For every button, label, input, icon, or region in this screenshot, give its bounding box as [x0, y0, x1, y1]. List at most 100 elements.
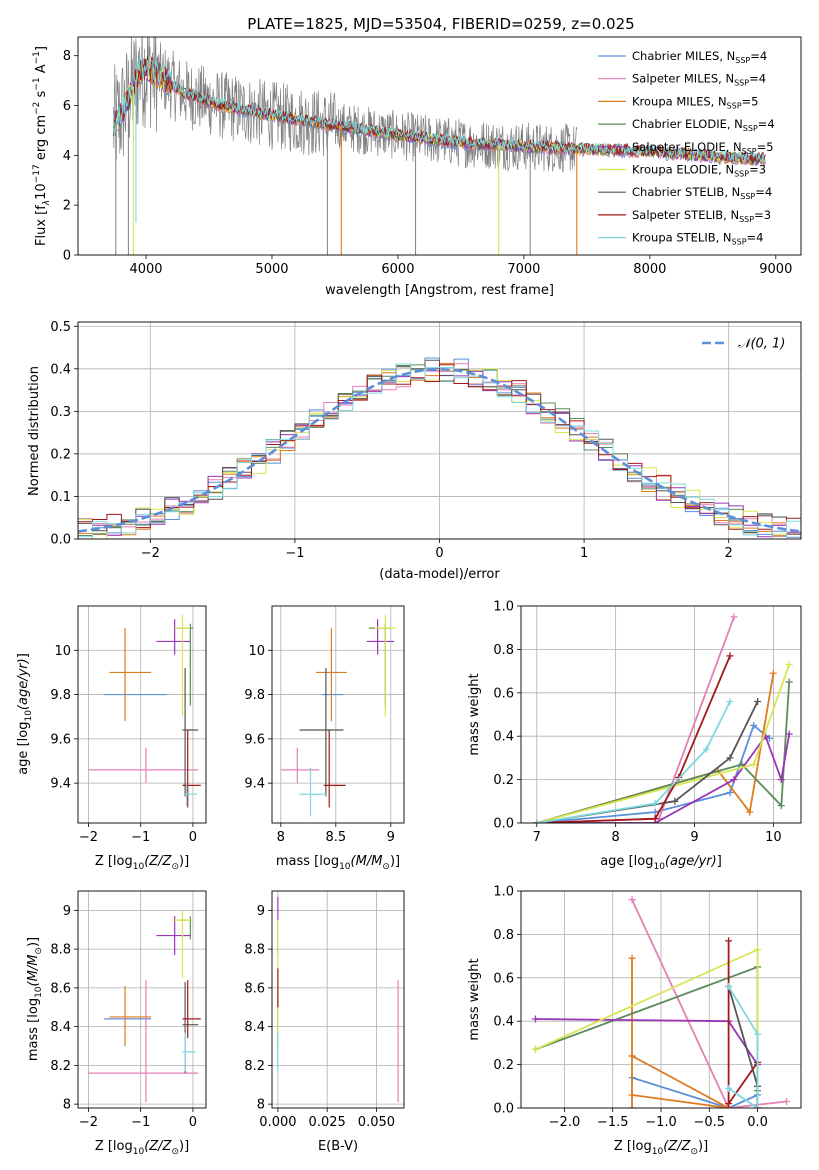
xlabel-sub: 10	[339, 862, 351, 872]
axis-xlabel: Z [log10(Z/Z⊙)]	[614, 1139, 708, 1157]
weight_vs_age-xtick-label: 9	[690, 830, 698, 845]
residuals-xtick-label: 2	[725, 546, 733, 561]
spectrum-lines	[112, 37, 766, 255]
spectrum-ylabel: Flux [fλ10−17 erg cm−2 s−1 A−1]	[32, 46, 52, 246]
age_vs_Z-xtick-label: −2	[79, 830, 98, 845]
legend-nssp: =3	[749, 163, 766, 177]
spectrum-axes-frame	[77, 36, 802, 256]
weight_vs_Z-point-marker	[628, 954, 636, 962]
weight_vs_age-point-marker	[777, 802, 785, 810]
xlabel-sub: 10	[652, 1147, 664, 1157]
weight_vs_Z-xtick-label: 0.0	[747, 1115, 768, 1130]
weight_vs_age-point-marker	[785, 678, 793, 686]
weight_vs_age-point-marker	[730, 613, 738, 621]
age_vs_mass-axes-frame	[271, 605, 405, 824]
weight_vs_age-ytick-label: 0.0	[493, 817, 514, 832]
weight_vs_age-xtick-label: 8	[612, 830, 620, 845]
legend-entry: Chabrier STELIB, NSSP=4	[632, 185, 772, 201]
weight_vs_Z-series-line	[631, 899, 787, 1108]
axis-xlabel: Z [log10(Z/Z⊙)]	[95, 1139, 189, 1157]
spectrum-ylabel-part: erg cm	[34, 115, 49, 164]
weight_vs_Z-point-marker	[754, 946, 762, 954]
xlabel-part: Z [log	[95, 854, 133, 869]
legend-name: Chabrier MILES, N	[632, 49, 735, 63]
spectrum-ylabel-part: ]	[34, 46, 49, 51]
weight_vs_age-point-marker	[769, 669, 777, 677]
legend-sub: SSP	[727, 101, 742, 110]
weight-age-xlabel-part: age [log	[600, 854, 653, 869]
spectrum-ylabel-part: 10	[34, 183, 49, 200]
residuals-hist-line	[78, 364, 801, 539]
legend-sub: SSP	[742, 147, 757, 156]
weight_vs_Z-point-marker	[754, 1030, 762, 1038]
axis-xlabel: Z [log10(Z/Z⊙)]	[95, 854, 189, 872]
spectrum-xlabel: wavelength [Angstrom, rest frame]	[325, 283, 554, 298]
legend-nssp: =5	[757, 140, 774, 154]
weight_vs_age-point-marker	[726, 652, 734, 660]
age-ylabel-part: ]	[16, 653, 31, 658]
weight_vs_Z-ytick-label: 1.0	[493, 885, 514, 900]
xlabel-sub: 10	[133, 862, 145, 872]
mass-ylabel-part: (M/M	[26, 955, 41, 987]
weight_vs_Z-xtick-label: −1.5	[597, 1115, 629, 1130]
age_vs_mass-xtick-label: 8.5	[325, 830, 346, 845]
legend-name: Salpeter ELODIE, N	[632, 140, 742, 154]
legend-entry: Kroupa STELIB, NSSP=4	[632, 231, 763, 247]
weight_vs_Z-series-line	[535, 965, 759, 1091]
weight_vs_Z-plot: −2.0 −1.5 −1.0 −0.5 0.0 0.0 0.2 0.4 0.6 0.8 1.0 Z […	[467, 885, 802, 1157]
spectrum-xtick-label: 6000	[381, 262, 414, 277]
xlabel-sub: 10	[133, 1147, 145, 1157]
weight_vs_Z-series-line	[631, 958, 730, 1108]
weight_vs_Z-point-marker	[725, 982, 733, 990]
xlabel-sun: ⊙	[171, 1147, 179, 1157]
residuals-ytick-label: 0.2	[50, 447, 71, 462]
age_vs_Z-points	[88, 614, 201, 808]
weight_vs_Z-series-line	[727, 940, 759, 1108]
spectrum-ylabel-part: s	[34, 90, 49, 101]
weight_vs_Z-point-marker	[783, 1097, 791, 1105]
weight_vs_age-point-marker	[651, 815, 659, 823]
mass_vs_Z-ytick-label: 8.4	[50, 1020, 71, 1035]
spectrum-ylabel-part: −1	[32, 51, 42, 64]
weight_vs_Z-series-line	[535, 948, 759, 1108]
xlabel-sun: ⊙	[382, 862, 390, 872]
legend-nssp: =4	[749, 72, 766, 86]
xlabel-part: )]	[390, 854, 400, 869]
age_vs_mass-points	[280, 614, 397, 817]
legend-nssp: =5	[742, 94, 759, 108]
weight_vs_Z-lines	[531, 896, 791, 1108]
residuals-hist-line	[78, 363, 801, 539]
legend-name: Kroupa MILES, N	[632, 94, 727, 108]
age_vs_mass-ytick-label: 10	[248, 644, 265, 659]
legend-name: Kroupa STELIB, N	[632, 231, 732, 245]
weight_vs_Z-point-marker	[628, 1104, 636, 1108]
legend-sub: SSP	[735, 56, 750, 65]
weight_vs_Z-xtick-label: −1.0	[645, 1115, 677, 1130]
spectrum-ytick-label: 6	[63, 99, 71, 114]
weight-age-xlabel-part: (age/yr)	[665, 854, 717, 869]
mass_vs_ebv-ytick-label: 9	[257, 904, 265, 919]
age_vs_Z-xtick-label: −1	[131, 830, 150, 845]
mass_vs_Z-axes-frame	[77, 890, 207, 1109]
xlabel-part: mass [log	[276, 854, 339, 869]
age_vs_Z-ytick-label: 10	[54, 644, 71, 659]
weight_vs_Z-ylabel: mass weight	[467, 958, 482, 1040]
xlabel-part: (M/M	[351, 854, 383, 869]
mass_vs_ebv-points	[277, 896, 399, 1103]
age_vs_mass-xtick-label: 9	[387, 830, 395, 845]
weight_vs_age-point-marker	[726, 754, 734, 762]
age_vs_Z-axes-frame	[77, 605, 207, 824]
age_vs_Z-ytick-label: 9.6	[50, 732, 71, 747]
xlabel-sun: ⊙	[171, 862, 179, 872]
weight_vs_age-series-line	[536, 616, 735, 823]
mass_vs_ebv-xtick-label: 0.025	[309, 1115, 346, 1130]
mass_vs_Z-plot: −2 −1 088.28.48.68.89Z [log10(Z/Z⊙)]mass […	[26, 890, 207, 1157]
mass_vs_ebv-ytick-label: 8.6	[244, 981, 265, 996]
weight_vs_age-point-marker	[533, 819, 541, 823]
legend-entry: Kroupa ELODIE, NSSP=3	[632, 163, 766, 179]
spectrum-xtick-label: 7000	[507, 262, 540, 277]
spectrum-model-line	[112, 57, 766, 165]
residuals-ytick-label: 0.5	[50, 320, 71, 335]
figure-title: PLATE=1825, MJD=53504, FIBERID=0259, z=0…	[247, 15, 634, 33]
age-ylabel-part: age [log	[16, 722, 31, 775]
